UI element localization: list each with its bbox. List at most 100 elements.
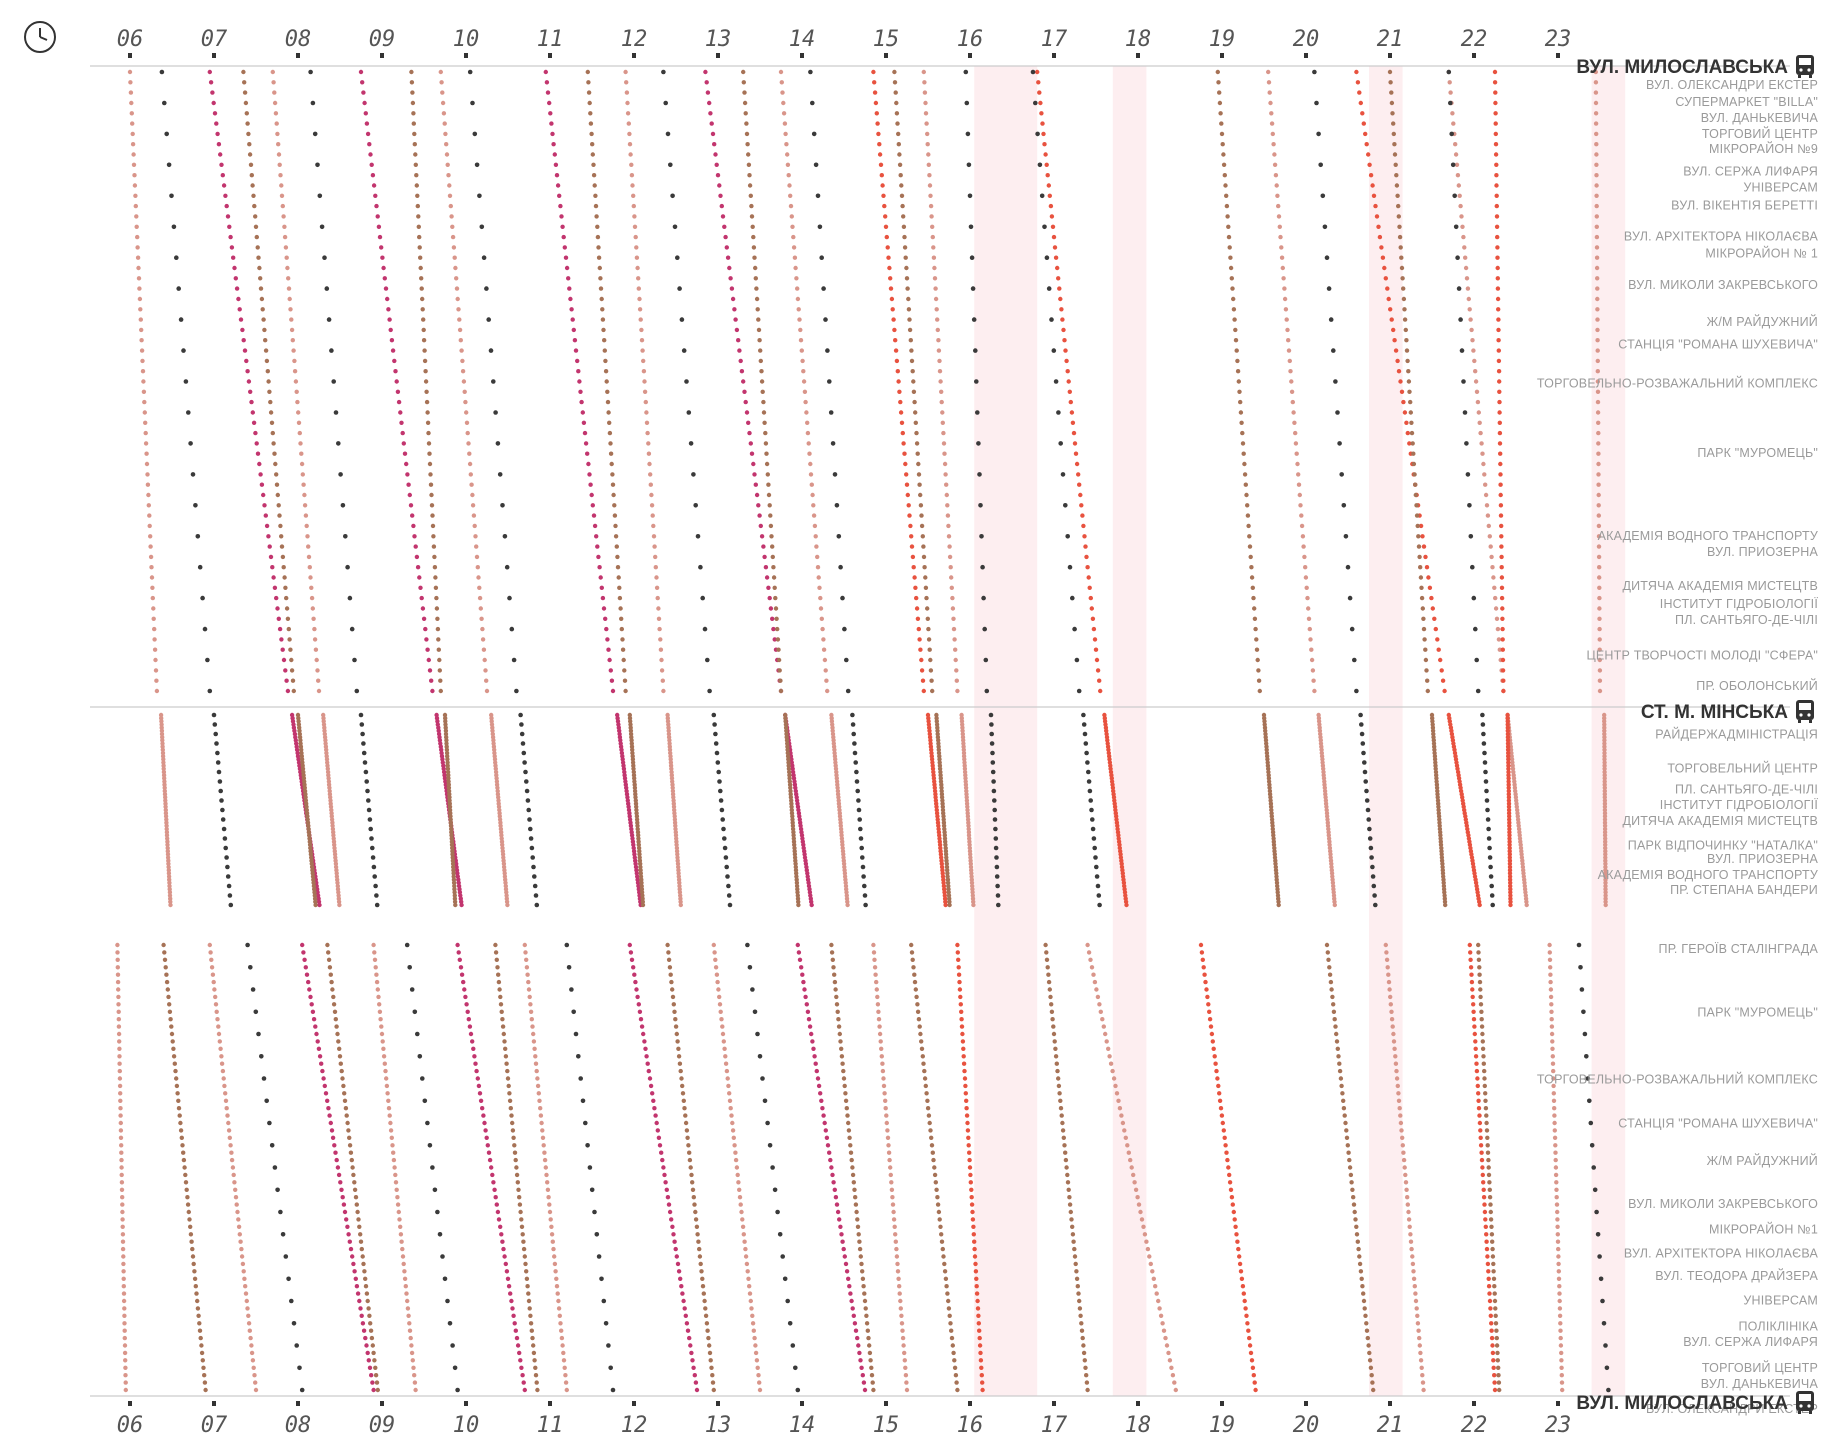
trip-dot (1229, 1195, 1235, 1200)
trip-dot (967, 836, 972, 841)
trip-dot (935, 731, 940, 737)
trip-dot (611, 492, 616, 498)
trip-dot (1392, 338, 1397, 343)
trip-dot (895, 1261, 900, 1267)
outbound-trip-6 (358, 69, 435, 694)
trip-dot (1108, 766, 1113, 771)
trip-dot (610, 1387, 616, 1393)
trip-dot (944, 864, 950, 870)
trip-dot (119, 1157, 124, 1163)
trip-dot (919, 668, 925, 673)
trip-dot (228, 1143, 233, 1148)
trip-dot (1081, 722, 1087, 727)
trip-dot (618, 741, 623, 746)
trip-dot (967, 193, 973, 199)
trip-dot (1469, 979, 1475, 985)
bottom-tick-mark-07 (212, 1401, 216, 1406)
trip-dot (284, 595, 289, 601)
trip-dot (837, 1217, 842, 1222)
trip-dot (829, 942, 834, 948)
trip-dot (524, 779, 529, 784)
trip-dot (505, 1276, 511, 1282)
trip-dot (979, 534, 984, 539)
trip-dot (232, 1180, 237, 1185)
trip-dot (1331, 890, 1336, 895)
trip-dot (1478, 1135, 1483, 1141)
trip-dot (1520, 864, 1526, 870)
trip-dot (1347, 595, 1353, 601)
trip-dot (1406, 379, 1412, 384)
trip-dot (430, 688, 435, 694)
trip-dot (828, 410, 834, 415)
trip-dot (520, 1373, 525, 1378)
trip-dot (339, 1068, 344, 1074)
trip-dot (801, 379, 807, 384)
trip-dot (360, 1321, 366, 1326)
trip-dot (907, 513, 912, 518)
trip-dot (952, 1358, 957, 1363)
trip-dot (1252, 616, 1258, 621)
trip-dot (1233, 327, 1238, 333)
trip-dot (310, 1009, 316, 1014)
trip-dot (1349, 626, 1355, 632)
trip-dot (129, 111, 134, 116)
trip-dot (716, 987, 721, 992)
trip-dot (941, 880, 946, 885)
trip-dot (545, 1180, 550, 1185)
trip-dot (1553, 1150, 1558, 1155)
trip-dot (229, 1157, 235, 1163)
trip-dot (755, 307, 760, 312)
trip-dot (669, 776, 675, 781)
trip-dot (787, 1321, 793, 1326)
trip-dot (547, 100, 552, 106)
trip-dot (357, 1224, 362, 1230)
trip-dot (841, 1076, 847, 1081)
trip-dot (599, 585, 604, 590)
trip-dot (965, 807, 970, 813)
trip-dot (1210, 1039, 1216, 1044)
trip-dot (693, 1380, 699, 1385)
trip-dot (1448, 90, 1453, 95)
trip-dot (1060, 472, 1066, 477)
trip-dot (1075, 1284, 1081, 1289)
trip-dot (435, 1209, 440, 1215)
trip-dot (1301, 544, 1306, 549)
trip-dot (691, 1195, 696, 1200)
trip-dot (452, 899, 458, 904)
trip-dot (242, 1276, 247, 1282)
trip-dot (1475, 688, 1481, 694)
trip-dot (1557, 1306, 1563, 1311)
trip-dot (538, 1113, 544, 1118)
trip-dot (346, 1232, 351, 1237)
trip-dot (1521, 874, 1527, 879)
trip-dot (1235, 1239, 1240, 1244)
trip-dot (1490, 1239, 1495, 1244)
trip-dot (956, 965, 961, 970)
trip-dot (1392, 1046, 1397, 1052)
trip-dot (1498, 492, 1503, 498)
trip-dot (1480, 1031, 1485, 1037)
trip-dot (255, 451, 261, 456)
trip-dot (592, 183, 597, 188)
trip-dot (281, 214, 286, 219)
trip-dot (663, 100, 668, 106)
trip-dot (298, 441, 303, 446)
trip-dot (926, 152, 931, 157)
trip-dot (670, 788, 676, 794)
trip-dot (246, 1313, 251, 1319)
trip-dot (1247, 1335, 1252, 1341)
trip-dot (1241, 1291, 1247, 1296)
trip-dot (1246, 1328, 1251, 1333)
trip-dot (165, 852, 171, 857)
trip-dot (303, 795, 308, 800)
trip-dot (400, 430, 405, 436)
trip-dot (245, 1306, 250, 1311)
trip-dot (693, 1209, 698, 1215)
trip-dot (1222, 1135, 1227, 1141)
trip-dot (446, 782, 451, 787)
trip-dot (1267, 788, 1273, 794)
trip-dot (1120, 874, 1126, 879)
trip-dot (946, 883, 951, 889)
trip-dot (633, 234, 638, 240)
trip-dot (627, 814, 632, 819)
